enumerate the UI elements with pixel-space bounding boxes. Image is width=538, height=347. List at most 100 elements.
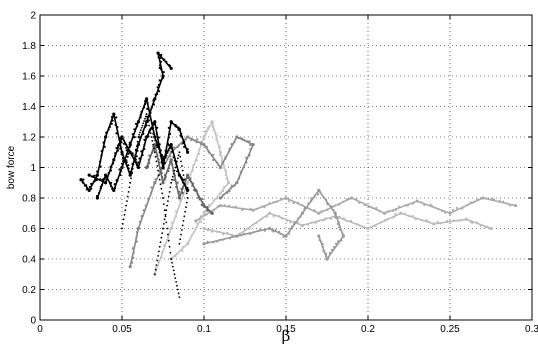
data-point bbox=[177, 173, 181, 177]
trace-marker bbox=[161, 77, 164, 80]
trace-marker bbox=[457, 219, 460, 222]
trace-marker bbox=[272, 230, 275, 233]
data-point bbox=[177, 292, 180, 295]
data-point bbox=[464, 217, 468, 221]
series-trace bbox=[80, 52, 172, 192]
trace-marker bbox=[175, 185, 178, 189]
trace-marker bbox=[112, 162, 115, 165]
trace-marker bbox=[280, 217, 283, 220]
trace-marker bbox=[180, 132, 183, 135]
data-point bbox=[155, 160, 158, 163]
data-point bbox=[300, 211, 304, 215]
data-point bbox=[186, 188, 190, 192]
trace-marker bbox=[95, 174, 98, 177]
data-point bbox=[151, 139, 154, 142]
trace-marker bbox=[120, 153, 123, 156]
data-point bbox=[179, 155, 182, 158]
trace-marker bbox=[406, 204, 409, 207]
trace-marker bbox=[106, 178, 109, 181]
trace-marker bbox=[334, 216, 337, 219]
data-point bbox=[136, 165, 140, 170]
data-point bbox=[153, 143, 157, 147]
data-point bbox=[158, 250, 160, 253]
trace-marker bbox=[230, 184, 233, 187]
trace-marker bbox=[191, 184, 194, 187]
trace-marker bbox=[317, 193, 320, 196]
trace-marker bbox=[318, 190, 321, 193]
trace-marker bbox=[310, 197, 313, 200]
data-point bbox=[136, 120, 140, 124]
trace-marker bbox=[159, 154, 162, 157]
trace-marker bbox=[142, 132, 145, 135]
trace-marker bbox=[336, 216, 339, 219]
series-trace bbox=[203, 212, 492, 237]
trace-marker bbox=[146, 115, 149, 118]
data-point bbox=[202, 242, 206, 246]
trace-marker bbox=[108, 125, 111, 128]
trace-marker bbox=[120, 162, 124, 165]
trace-marker bbox=[146, 164, 150, 168]
trace-marker bbox=[275, 200, 278, 203]
trace-marker bbox=[111, 187, 114, 190]
trace-marker bbox=[158, 143, 161, 146]
trace-marker bbox=[115, 146, 118, 150]
trace-marker bbox=[336, 222, 339, 225]
trace-marker bbox=[471, 221, 474, 225]
trace-marker bbox=[126, 155, 129, 158]
trace-marker bbox=[160, 161, 163, 164]
data-point bbox=[182, 220, 185, 222]
data-point bbox=[169, 158, 173, 162]
trace-marker bbox=[118, 168, 121, 171]
trace-marker bbox=[263, 206, 266, 209]
trace-marker bbox=[287, 232, 291, 235]
trace-marker bbox=[91, 175, 94, 178]
trace-marker bbox=[256, 229, 259, 233]
trace-marker bbox=[190, 234, 193, 237]
trace-marker bbox=[122, 160, 125, 163]
trace-marker bbox=[180, 135, 183, 138]
data-point bbox=[350, 196, 354, 200]
y-tick-label: 0 bbox=[30, 316, 36, 327]
trace-marker bbox=[172, 156, 175, 159]
trace-marker bbox=[326, 203, 329, 206]
trace-marker bbox=[170, 221, 173, 224]
trace-marker bbox=[222, 233, 225, 236]
trace-marker bbox=[110, 115, 114, 119]
trace-marker bbox=[155, 141, 158, 144]
trace-marker bbox=[148, 115, 152, 118]
trace-marker bbox=[334, 242, 338, 245]
trace-marker bbox=[338, 228, 342, 231]
trace-marker bbox=[268, 202, 271, 205]
trace-marker bbox=[508, 204, 512, 207]
trace-marker bbox=[230, 233, 233, 236]
data-point bbox=[489, 226, 493, 231]
trace-marker bbox=[299, 215, 302, 218]
trace-marker bbox=[147, 135, 150, 138]
trace-marker bbox=[127, 164, 130, 167]
trace-marker bbox=[429, 203, 432, 206]
trace-marker bbox=[134, 158, 137, 161]
trace-marker bbox=[423, 203, 426, 207]
series-trace bbox=[203, 189, 345, 260]
trace-marker bbox=[156, 145, 159, 149]
data-point bbox=[79, 178, 83, 182]
trace-marker bbox=[326, 208, 329, 211]
trace-marker bbox=[282, 235, 285, 238]
data-point bbox=[171, 178, 173, 181]
trace-marker bbox=[212, 158, 215, 162]
data-point bbox=[122, 218, 125, 221]
trace-marker bbox=[152, 149, 155, 152]
data-point bbox=[112, 112, 116, 116]
trace-marker bbox=[363, 204, 367, 207]
y-tick-label: 1 bbox=[30, 163, 36, 174]
trace-marker bbox=[240, 234, 243, 237]
trace-marker bbox=[411, 214, 414, 217]
trace-marker bbox=[355, 197, 358, 200]
trace-marker bbox=[265, 215, 268, 218]
data-point bbox=[186, 150, 190, 154]
trace-marker bbox=[469, 220, 472, 223]
trace-marker bbox=[99, 185, 102, 188]
data-point bbox=[202, 143, 206, 147]
trace-marker bbox=[181, 245, 184, 249]
trace-marker bbox=[167, 144, 170, 147]
